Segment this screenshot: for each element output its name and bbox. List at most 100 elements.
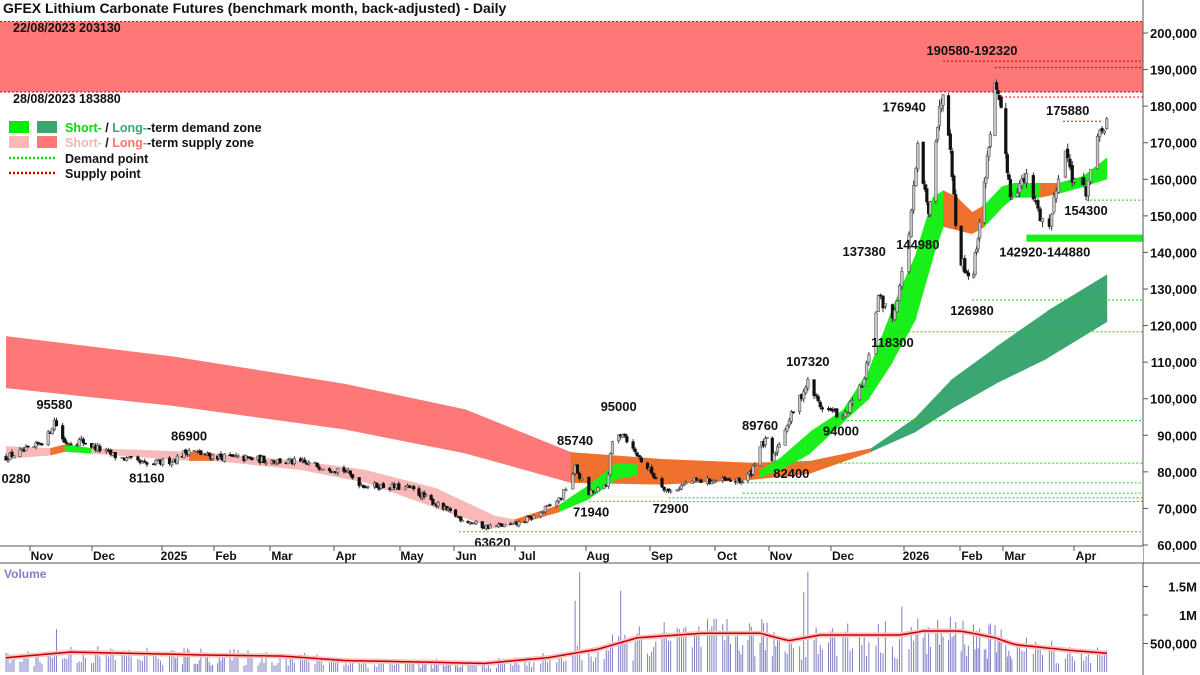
long-term-zone-supply	[174, 356, 347, 430]
candle-up	[763, 438, 767, 445]
candle-up	[679, 485, 684, 490]
candle-down	[791, 411, 795, 414]
candle-up	[741, 481, 745, 483]
candle-up	[539, 512, 543, 517]
candle-up	[1095, 136, 1100, 169]
candle-down	[652, 472, 656, 478]
x-tick-label: Aug	[586, 549, 609, 563]
candle-up	[610, 441, 615, 455]
candle-up	[893, 310, 897, 320]
candle-down	[317, 466, 321, 470]
legend-demand-zone: Short- / Long--term demand zone	[65, 121, 262, 135]
candle-down	[1038, 208, 1042, 222]
candle-down	[1036, 200, 1040, 209]
legend-supply-zone: Short- / Long--term supply zone	[65, 136, 254, 150]
candle-down	[248, 456, 252, 459]
candle-down	[587, 477, 591, 496]
short-term-zone-supply	[436, 488, 495, 529]
candle-down	[459, 516, 463, 522]
candle-up	[175, 455, 179, 464]
candle-down	[61, 425, 65, 440]
candle-up	[909, 210, 913, 237]
candle-down	[303, 459, 307, 463]
candle-up	[883, 303, 887, 307]
candle-down	[660, 478, 664, 488]
candle-down	[1005, 154, 1009, 173]
candle-down	[315, 462, 319, 468]
y-tick-label: 120,000	[1150, 319, 1197, 334]
price-annotation: 89760	[742, 418, 778, 433]
candle-up	[1050, 213, 1054, 227]
short-term-zone-demand	[984, 186, 1002, 227]
candle-down	[69, 443, 73, 446]
candle-down	[699, 479, 703, 483]
candle-down	[770, 437, 774, 462]
candle-up	[848, 401, 852, 413]
candle-down	[963, 258, 967, 273]
candle-up	[862, 378, 866, 386]
candle-up	[1024, 173, 1029, 184]
candle-down	[357, 477, 361, 487]
candle-up	[985, 154, 989, 179]
candle-up	[912, 185, 916, 211]
chart-title: GFEX Lithium Carbonate Futures (benchmar…	[3, 0, 507, 16]
candle-down	[654, 477, 658, 479]
price-annotation: 94000	[823, 424, 859, 439]
x-tick-label: Dec	[93, 549, 115, 563]
candle-up	[978, 221, 982, 239]
candle-up	[777, 443, 781, 448]
candle-up	[77, 439, 81, 447]
candle-down	[948, 133, 952, 150]
candle-down	[727, 478, 731, 480]
candle-up	[907, 234, 911, 272]
candle-up	[746, 473, 750, 481]
y-tick-label: 160,000	[1150, 172, 1197, 187]
candle-up	[124, 457, 129, 461]
short-term-zone-demand	[616, 462, 638, 480]
candle-up	[802, 391, 806, 400]
price-annotation: 71940	[573, 504, 609, 519]
candle-up	[6, 459, 10, 462]
candle-down	[708, 478, 712, 484]
candle-up	[1102, 130, 1106, 134]
short-term-zone-demand	[932, 190, 944, 260]
y-tick-label: 140,000	[1150, 245, 1197, 260]
long-term-zone-transition	[809, 448, 872, 474]
short-term-zone-demand	[868, 307, 893, 399]
price-annotation: 142920-144880	[999, 245, 1090, 260]
candle-up	[170, 461, 174, 466]
candle-up	[321, 468, 325, 471]
candle-down	[637, 455, 641, 458]
candle-down	[994, 82, 999, 90]
candle-down	[831, 409, 835, 412]
price-annotation: 190580-192320	[926, 43, 1017, 58]
price-annotation: 107320	[786, 354, 829, 369]
legend-swatch-long-demand	[37, 121, 57, 133]
candle-down	[431, 498, 435, 506]
candle-up	[79, 438, 83, 440]
candle-up	[608, 453, 612, 476]
candle-up	[928, 201, 933, 215]
candle-down	[63, 438, 67, 443]
x-tick-label: May	[400, 549, 424, 563]
candle-down	[645, 462, 650, 469]
candle-up	[436, 502, 440, 507]
candle-down	[946, 95, 951, 136]
candle-down	[966, 272, 970, 277]
candle-up	[18, 449, 22, 457]
price-annotation: 176940	[883, 99, 926, 114]
x-tick-label: Dec	[832, 549, 854, 563]
candle-up	[1072, 179, 1077, 183]
candle-up	[617, 434, 621, 442]
long-term-zone-demand	[916, 380, 951, 432]
time-axis-bg	[0, 546, 1143, 563]
y-tick-label: 110,000	[1151, 355, 1197, 370]
candle-down	[954, 194, 958, 226]
candle-up	[1098, 129, 1102, 137]
candle-up	[161, 458, 165, 466]
volume-moving-average	[5, 630, 1107, 665]
y-tick-label: 180,000	[1150, 99, 1197, 114]
candle-down	[113, 451, 117, 459]
candle-down	[1004, 108, 1008, 154]
candle-up	[1017, 183, 1022, 193]
